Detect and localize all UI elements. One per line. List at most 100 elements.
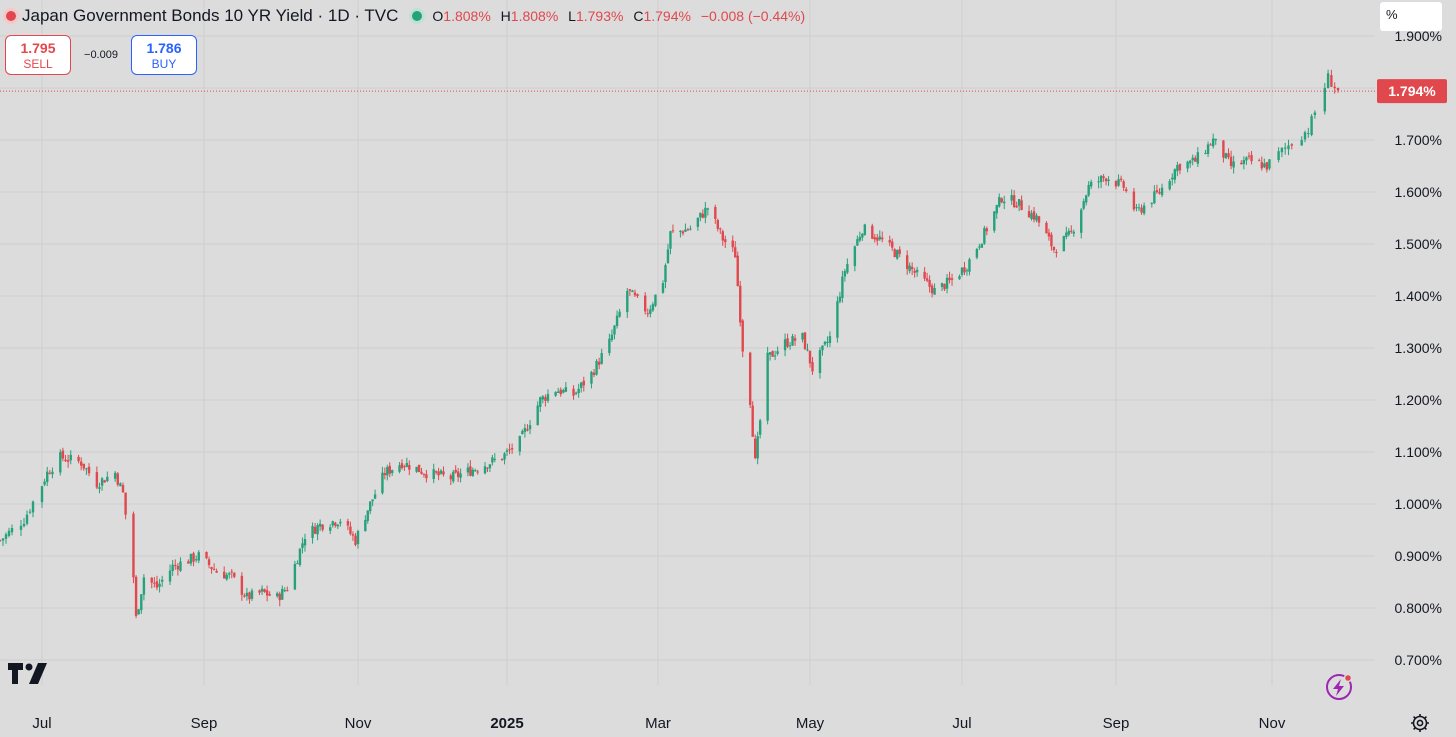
price-tick-label: 1.700% [1395, 132, 1442, 148]
symbol-title[interactable]: Japan Government Bonds 10 YR Yield · 1D … [22, 6, 399, 25]
candle-body [928, 280, 931, 287]
candle-body [1303, 132, 1307, 140]
candle-body [390, 470, 394, 474]
candle-body [4, 534, 8, 539]
candle-body [119, 483, 122, 487]
candle-body [651, 304, 655, 311]
candle-body [1080, 209, 1083, 233]
candle-body [31, 501, 35, 513]
time-tick-label: Sep [1103, 715, 1130, 732]
candle-body [980, 243, 984, 248]
candle-body [28, 511, 32, 513]
candle-body [158, 583, 161, 587]
candle-body [896, 250, 899, 259]
price-axis[interactable]: 0.700% 0.800% 0.900% 1.000% 1.100% 1.200% 1.30… [1395, 28, 1442, 668]
candle-body [731, 240, 734, 248]
time-axis[interactable]: Jul Sep Nov 2025 Mar May Jul Sep Nov [32, 715, 1285, 732]
price-tick-label: 1.900% [1395, 28, 1442, 44]
candle-body [1268, 159, 1271, 169]
candle-body [1055, 252, 1058, 254]
candle-body [1290, 144, 1293, 146]
candle-body [1245, 157, 1248, 161]
candle-body [1072, 231, 1075, 234]
candle-body [853, 246, 857, 267]
candle-body [734, 247, 737, 258]
candle-body [298, 548, 302, 565]
candle-body [1313, 112, 1317, 115]
flash-icon[interactable] [1325, 673, 1353, 701]
candle-body [403, 466, 406, 468]
sell-button[interactable]: 1.795 SELL [5, 35, 71, 75]
candle-body [132, 513, 135, 578]
candle-body [644, 295, 647, 312]
candle-body [881, 237, 884, 240]
candle-body [768, 352, 772, 355]
candle-body [891, 241, 894, 248]
candle-body [1032, 211, 1036, 220]
candle-body [230, 571, 233, 573]
candle-body [618, 311, 621, 317]
candle-body [40, 486, 44, 503]
candle-body [1173, 169, 1177, 180]
candle-body [243, 595, 246, 597]
candle-body [222, 571, 226, 579]
candle-body [783, 339, 787, 351]
candle-body [1206, 144, 1210, 154]
candle-body [331, 521, 334, 526]
candle-body [142, 577, 146, 595]
candle-body [1171, 177, 1174, 180]
candle-body [836, 301, 839, 338]
candle-body [1227, 153, 1230, 158]
candle-body [85, 468, 88, 470]
candle-body [1194, 157, 1197, 162]
change-value: −0.008 (−0.44%) [700, 8, 806, 24]
candle-body [1310, 116, 1313, 135]
open-key: O [432, 8, 444, 24]
buy-button[interactable]: 1.786 BUY [131, 35, 197, 75]
candle-body [371, 499, 374, 502]
candle-body [366, 510, 369, 521]
candle-body [1104, 178, 1108, 182]
scale-unit-selector[interactable]: % [1380, 2, 1442, 31]
candle-body [103, 480, 106, 483]
candle-body [483, 466, 487, 474]
candle-body [863, 224, 867, 235]
candle-body [786, 338, 789, 347]
candle-body [192, 553, 195, 562]
candle-body [684, 229, 687, 232]
time-tick-label: Nov [1259, 715, 1286, 732]
candle-body [176, 565, 180, 570]
candle-body [1037, 216, 1041, 223]
candle-body [207, 559, 211, 566]
candle-body [66, 460, 70, 462]
candle-body [826, 341, 829, 343]
candle-body [336, 524, 340, 527]
candle-body [721, 231, 724, 241]
candle-body [626, 290, 629, 313]
gear-icon[interactable] [1410, 713, 1430, 733]
market-status-icon[interactable] [412, 11, 423, 21]
candle-body [613, 325, 616, 335]
candle-body [978, 246, 981, 248]
candle-body [493, 458, 496, 460]
open-value: 1.808% [443, 8, 491, 24]
candle-body [334, 522, 337, 526]
candle-body [316, 525, 319, 535]
tradingview-logo-icon[interactable] [8, 663, 50, 685]
candle-body [544, 397, 547, 401]
candle-body [1188, 160, 1192, 164]
candle-body [278, 593, 281, 601]
candle-body [240, 575, 244, 595]
candle-body [993, 211, 996, 231]
candle-body [432, 469, 435, 480]
candle-body [788, 345, 792, 347]
candle-body [1186, 161, 1189, 169]
candle-body [386, 467, 389, 476]
candle-body [95, 472, 99, 488]
candle-body [671, 230, 675, 232]
candle-body [79, 461, 83, 466]
candle-body [510, 448, 514, 450]
candle-body [1067, 230, 1071, 235]
candle-body [1178, 164, 1182, 171]
